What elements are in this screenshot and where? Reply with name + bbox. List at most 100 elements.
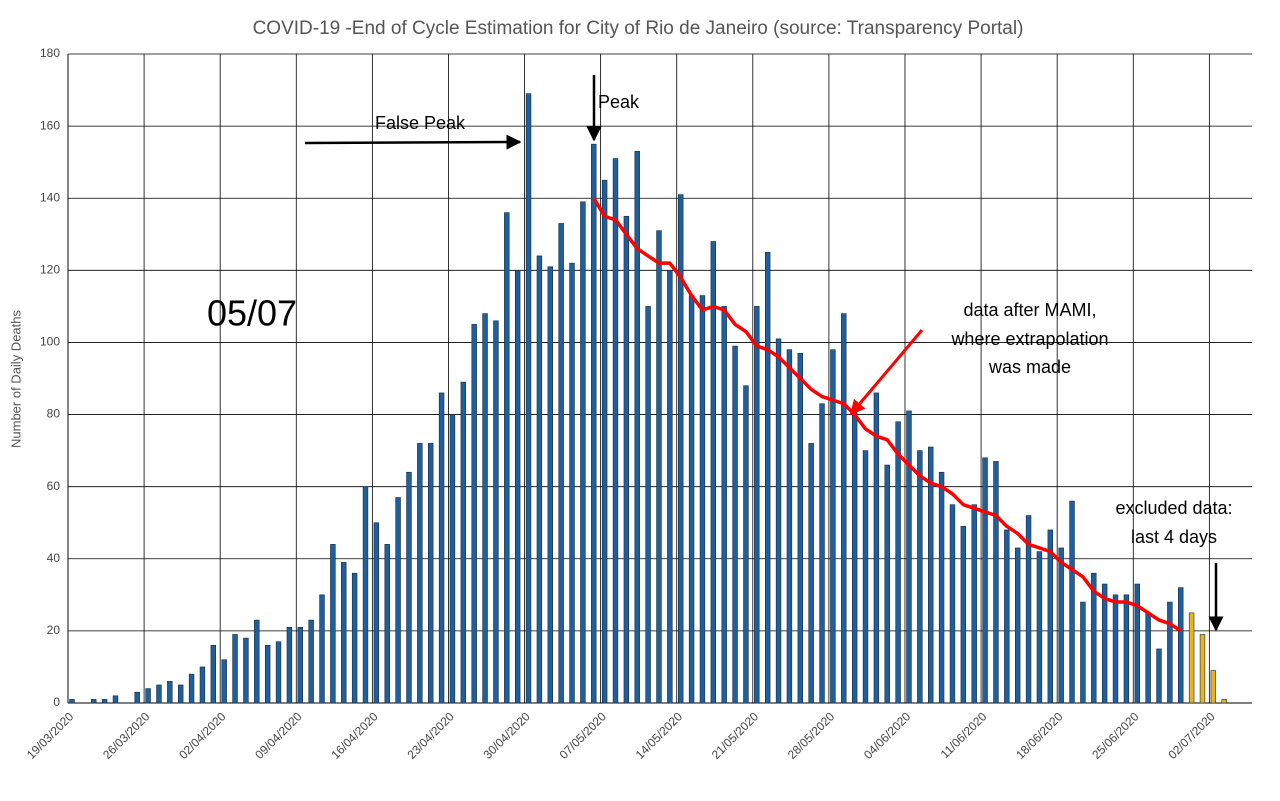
annotation: excluded data:	[1115, 498, 1232, 518]
x-tick-label: 09/04/2020	[252, 709, 305, 762]
bar	[406, 471, 412, 704]
bar	[580, 201, 586, 704]
bar	[917, 450, 923, 704]
bar	[928, 446, 934, 704]
bar	[808, 443, 814, 704]
bar	[395, 497, 401, 704]
bar	[699, 295, 706, 704]
bar	[982, 457, 988, 704]
bar	[993, 461, 999, 704]
bar	[1004, 529, 1010, 704]
bar	[612, 158, 619, 704]
bar	[732, 345, 738, 704]
bar	[460, 381, 467, 704]
y-tick-label: 120	[40, 263, 60, 277]
y-tick-label: 180	[40, 46, 60, 60]
bar	[101, 699, 108, 704]
bar	[514, 270, 521, 704]
bar	[210, 645, 217, 704]
bar	[536, 255, 543, 704]
bar	[308, 619, 314, 704]
annotation: False Peak	[375, 113, 466, 133]
x-tick-label: 26/03/2020	[100, 709, 153, 762]
bar	[1080, 601, 1086, 704]
bar	[1167, 601, 1173, 704]
annotation: data after MAMI,	[963, 300, 1096, 320]
bar	[667, 270, 673, 704]
bar	[688, 295, 695, 704]
bar	[862, 450, 869, 704]
bar	[1058, 547, 1064, 704]
bar	[112, 695, 119, 704]
bar	[949, 504, 956, 704]
x-tick-label: 25/06/2020	[1089, 709, 1142, 762]
y-tick-label: 80	[47, 407, 61, 421]
x-tick-label: 04/06/2020	[861, 709, 914, 762]
bar	[1210, 670, 1217, 704]
bar	[786, 349, 793, 704]
bar	[134, 691, 140, 704]
bar	[449, 414, 456, 704]
y-tick-label: 0	[53, 695, 60, 709]
bar	[1025, 515, 1032, 704]
bar	[319, 594, 325, 704]
x-tick-label: 11/06/2020	[938, 709, 990, 761]
bar	[254, 619, 260, 704]
bar	[895, 421, 901, 704]
bar	[362, 486, 369, 704]
bar	[884, 464, 890, 704]
bar	[178, 684, 184, 704]
bar	[797, 352, 803, 704]
x-tick-label: 02/04/2020	[176, 709, 229, 762]
bar	[482, 313, 488, 704]
bar	[841, 313, 847, 704]
bar	[569, 262, 575, 704]
bar	[384, 544, 390, 704]
bar	[645, 306, 651, 704]
bar	[906, 410, 912, 704]
moving-average-line	[592, 197, 1182, 633]
marks	[69, 93, 1227, 704]
bar	[1091, 572, 1097, 704]
bar	[1112, 594, 1119, 704]
annotation: Peak	[598, 92, 640, 112]
bar	[601, 179, 608, 704]
bar	[623, 215, 630, 704]
bar	[417, 443, 423, 704]
annotation: was made	[988, 357, 1071, 377]
bar	[91, 699, 97, 704]
bar	[156, 684, 162, 704]
x-tick-label: 14/05/2020	[633, 709, 686, 762]
annotation: 05/07	[207, 293, 297, 334]
bar	[1156, 648, 1162, 704]
arrow	[849, 329, 924, 416]
bar	[678, 194, 684, 704]
annotation: where extrapolation	[950, 329, 1108, 349]
bar	[145, 688, 151, 704]
bar	[851, 407, 858, 704]
bar	[69, 699, 75, 704]
y-tick-label: 40	[47, 551, 61, 565]
bar	[1123, 594, 1130, 704]
bar	[221, 659, 227, 704]
x-tick-label: 02/07/2020	[1165, 709, 1218, 762]
bar	[1188, 612, 1195, 704]
x-tick-label: 28/05/2020	[785, 709, 838, 762]
bar	[830, 349, 836, 704]
bar	[971, 504, 977, 704]
bar	[1047, 529, 1054, 704]
bar	[199, 666, 206, 704]
x-tick-label: 23/04/2020	[404, 709, 457, 762]
bar	[775, 338, 782, 704]
bar	[634, 151, 640, 704]
bar	[656, 230, 662, 704]
x-tick-label: 16/04/2020	[328, 709, 381, 762]
bar	[525, 93, 532, 704]
y-tick-label: 140	[40, 190, 60, 204]
bar	[873, 392, 880, 704]
y-axis-label: Number of Daily Deaths	[8, 310, 23, 448]
bar	[286, 626, 293, 704]
bar	[1069, 500, 1075, 704]
